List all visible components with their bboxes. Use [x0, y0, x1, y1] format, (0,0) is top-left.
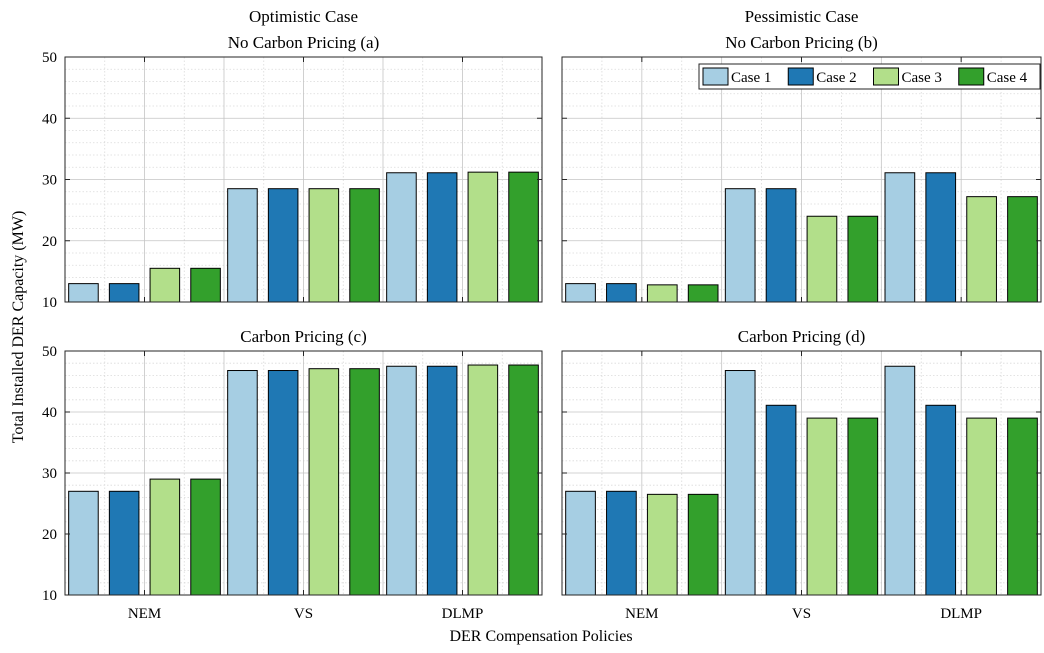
bar-b-dlmp-case-4 — [1007, 196, 1038, 303]
bar-a-nem-case-4 — [190, 267, 221, 303]
bar-d-nem-case-3 — [646, 493, 678, 596]
bar-b-nem-case-2 — [606, 283, 637, 303]
bar-d-vs-case-2 — [765, 404, 797, 596]
bar-c-nem-case-1 — [68, 490, 99, 596]
chart-panel-c: 10 20 30 40 50 NEM VS DLMP Carbon Pricing (c) — [42, 327, 543, 622]
legend-swatch — [702, 67, 729, 86]
bar-c-nem-case-2 — [108, 490, 140, 596]
bar-a-dlmp-case-2 — [426, 172, 458, 303]
bar-b-nem-case-4 — [687, 284, 719, 303]
legend-label: Case 1 — [731, 70, 771, 86]
y-tick-label: 40 — [42, 405, 57, 421]
bar-c-dlmp-case-2 — [426, 365, 458, 596]
x-tick-label: VS — [792, 606, 811, 622]
bar-a-dlmp-case-1 — [386, 172, 417, 303]
bar-d-dlmp-case-3 — [966, 417, 997, 596]
legend: Case 1 Case 2 Case 3 Case 4 — [698, 63, 1041, 90]
legend-label: Case 4 — [987, 70, 1028, 86]
bar-a-dlmp-case-4 — [508, 171, 539, 303]
bar-b-nem-case-1 — [565, 283, 596, 303]
chart-panel-d: NEM VS DLMP Carbon Pricing (d) — [561, 327, 1042, 622]
legend-swatch — [787, 67, 814, 86]
chart-title: Pessimistic Case — [745, 7, 859, 26]
legend-swatch — [958, 67, 985, 86]
legend-label: Case 3 — [902, 70, 942, 86]
bar-b-vs-case-2 — [765, 188, 797, 303]
y-tick-label: 30 — [42, 466, 57, 482]
bar-d-vs-case-3 — [806, 417, 838, 596]
y-tick-label: 50 — [42, 344, 57, 360]
chart-title: Carbon Pricing (d) — [738, 327, 865, 346]
x-tick-label: DLMP — [442, 606, 484, 622]
bar-b-dlmp-case-1 — [884, 172, 916, 303]
bar-d-nem-case-4 — [687, 493, 719, 596]
bar-a-vs-case-2 — [267, 188, 299, 303]
bar-c-dlmp-case-1 — [386, 365, 417, 596]
bar-a-nem-case-2 — [108, 283, 140, 303]
y-tick-label: 10 — [42, 588, 57, 604]
bar-a-dlmp-case-3 — [467, 171, 499, 303]
bar-d-nem-case-1 — [565, 490, 596, 596]
bar-b-dlmp-case-3 — [966, 196, 997, 303]
bar-a-nem-case-1 — [68, 283, 99, 303]
chart-title: No Carbon Pricing (a) — [228, 33, 380, 52]
bar-c-nem-case-3 — [149, 478, 181, 596]
bar-c-vs-case-3 — [308, 368, 340, 596]
x-tick-label: DLMP — [940, 606, 982, 622]
bar-c-nem-case-4 — [190, 478, 221, 596]
bar-c-vs-case-4 — [349, 368, 380, 596]
bar-d-dlmp-case-4 — [1007, 417, 1038, 596]
bar-b-vs-case-3 — [806, 215, 838, 303]
x-axis-label: DER Compensation Policies — [449, 628, 632, 645]
chart-title: No Carbon Pricing (b) — [725, 33, 878, 52]
bar-d-vs-case-4 — [847, 417, 879, 596]
x-tick-label: NEM — [625, 606, 658, 622]
bar-d-vs-case-1 — [724, 370, 756, 596]
bar-d-dlmp-case-2 — [925, 404, 957, 596]
bar-a-vs-case-4 — [349, 188, 380, 303]
bar-b-nem-case-3 — [646, 284, 678, 303]
y-axis-label: Total Installed DER Capacity (MW) — [10, 211, 27, 444]
y-tick-label: 10 — [42, 295, 57, 311]
y-tick-label: 50 — [42, 50, 57, 66]
legend-label: Case 2 — [816, 70, 856, 86]
x-tick-label: NEM — [128, 606, 161, 622]
y-tick-label: 40 — [42, 111, 57, 127]
chart-panel-a: 10 20 30 40 50 Optimistic Case No Carbon Prici… — [42, 7, 543, 311]
bar-a-vs-case-3 — [308, 188, 340, 303]
bar-c-dlmp-case-3 — [467, 364, 499, 596]
bar-a-nem-case-3 — [149, 267, 181, 303]
bar-c-vs-case-2 — [267, 370, 299, 596]
y-tick-label: 30 — [42, 173, 57, 189]
bar-d-dlmp-case-1 — [884, 365, 916, 596]
y-tick-label: 20 — [42, 527, 57, 543]
chart-title: Carbon Pricing (c) — [240, 327, 367, 346]
bar-d-nem-case-2 — [606, 490, 637, 596]
bar-b-vs-case-4 — [847, 215, 879, 303]
y-tick-label: 20 — [42, 234, 57, 250]
x-tick-label: VS — [294, 606, 313, 622]
bar-c-vs-case-1 — [227, 370, 258, 596]
bar-c-dlmp-case-4 — [508, 364, 539, 596]
bar-b-vs-case-1 — [724, 188, 756, 303]
legend-swatch — [873, 67, 899, 86]
chart-panel-b: Pessimistic Case No Carbon Pricing (b) — [561, 7, 1042, 303]
chart-title: Optimistic Case — [249, 7, 358, 26]
bar-a-vs-case-1 — [227, 188, 258, 303]
bar-b-dlmp-case-2 — [925, 172, 957, 303]
